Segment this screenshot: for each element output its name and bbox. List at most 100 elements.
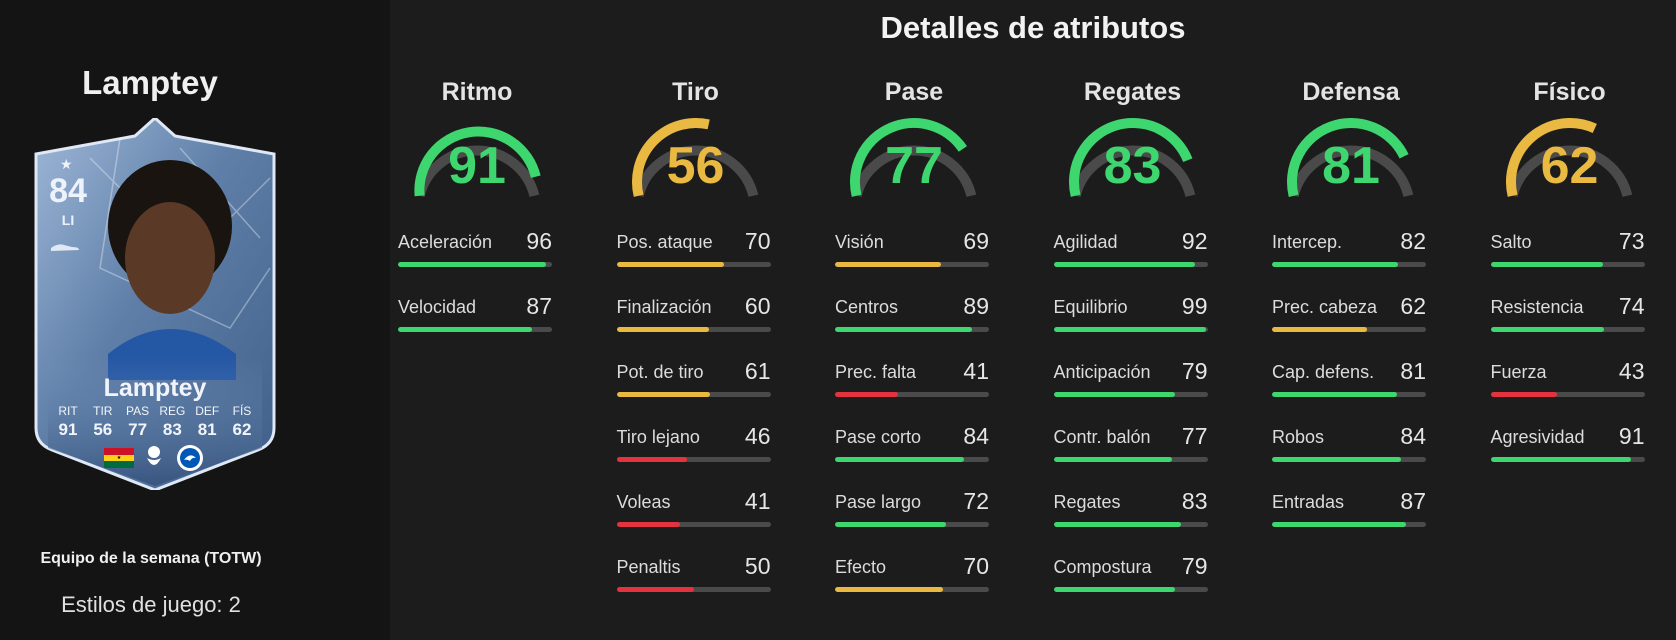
gauge-track — [633, 145, 758, 198]
attribute-bar-fill — [835, 392, 899, 397]
attribute-value: 99 — [1181, 293, 1208, 319]
attribute-bar-fill — [1272, 262, 1399, 267]
card-stat-fis: FÍS 62 — [232, 404, 252, 439]
attribute-bar-track — [1272, 262, 1426, 267]
attribute-name: Pot. de tiro — [616, 362, 704, 382]
category-name: Físico — [1533, 78, 1606, 106]
gauge-arc — [850, 118, 977, 198]
attribute-details-title: Detalles de atributos — [880, 10, 1186, 45]
attribute-bar-fill — [616, 392, 711, 397]
attribute-robos: Robos 84 — [1272, 423, 1426, 473]
attribute-bar-fill — [1053, 522, 1182, 527]
attribute-bar-track — [1490, 262, 1645, 267]
gauge-track — [1507, 145, 1632, 198]
card-stats: RIT 91 TIR 56 PAS 77 REG 83 DEF 81 FÍS 62 — [52, 404, 258, 440]
attribute-bar-fill — [1053, 457, 1173, 462]
attribute-value: 74 — [1618, 293, 1645, 319]
attribute-value: 81 — [1400, 358, 1426, 384]
attribute-name: Equilibrio — [1053, 297, 1128, 317]
attribute-salto: Salto 73 — [1490, 228, 1645, 278]
attribute-bar-track — [1490, 327, 1645, 332]
attribute-name: Penaltis — [616, 557, 681, 577]
attribute-finalizacion: Finalización 60 — [616, 293, 771, 343]
attribute-pase-corto: Pase corto 84 — [835, 423, 989, 473]
attribute-agresividad: Agresividad 91 — [1490, 423, 1645, 473]
attribute-bar-fill — [1490, 327, 1605, 332]
attribute-value: 87 — [1400, 488, 1426, 514]
attribute-name: Salto — [1490, 232, 1532, 252]
category-value: 81 — [1322, 137, 1380, 195]
attribute-bar-track — [1053, 327, 1208, 332]
attribute-bar-fill — [1490, 457, 1631, 462]
category-tiro: Tiro 56 — [617, 78, 775, 202]
category-value: 77 — [885, 137, 943, 195]
attribute-bar-fill — [616, 457, 688, 462]
gauge-fill — [1068, 118, 1192, 197]
gauge-fill — [631, 118, 710, 197]
card-rating: 84 — [49, 172, 87, 210]
club-crest-icon — [177, 445, 203, 471]
category-name: Ritmo — [441, 78, 513, 106]
attribute-value: 79 — [1181, 553, 1208, 579]
attribute-bar-track — [616, 392, 771, 397]
card-background — [34, 118, 276, 490]
gauge-fill — [1505, 118, 1597, 197]
gauge-track — [414, 145, 540, 198]
attribute-aceleracion: Aceleración 96 — [398, 228, 552, 278]
attribute-agilidad: Agilidad 92 — [1053, 228, 1208, 278]
attribute-prec-falta: Prec. falta 41 — [835, 358, 989, 408]
attribute-compostura: Compostura 79 — [1053, 553, 1208, 603]
card-player-name: Lamptey — [103, 374, 207, 402]
attribute-bar-fill — [1272, 392, 1397, 397]
attribute-name: Fuerza — [1490, 362, 1547, 382]
attribute-velocidad: Velocidad 87 — [398, 293, 552, 343]
attribute-name: Prec. falta — [835, 362, 917, 382]
category-name: Defensa — [1302, 78, 1400, 106]
attribute-name: Pos. ataque — [616, 232, 713, 252]
attribute-contr-balon: Contr. balón 77 — [1053, 423, 1208, 473]
attribute-bar-fill — [616, 587, 694, 592]
attribute-bar-track — [1053, 262, 1208, 267]
attribute-name: Voleas — [616, 492, 671, 512]
attribute-voleas: Voleas 41 — [616, 488, 771, 538]
attribute-centros: Centros 89 — [835, 293, 989, 343]
attribute-efecto: Efecto 70 — [835, 553, 989, 603]
attribute-bar-track — [835, 262, 989, 267]
attribute-bar-track — [1053, 522, 1208, 527]
attribute-value: 69 — [963, 228, 989, 254]
attribute-bar-track — [398, 327, 552, 332]
card-stat-rit: RIT 91 — [58, 404, 78, 439]
attribute-name: Centros — [835, 297, 899, 317]
attribute-value: 96 — [526, 228, 552, 254]
attribute-name: Intercep. — [1272, 232, 1343, 252]
player-card[interactable]: ★ 84 LI Lamptey RIT 91 TIR 56 PAS 77 REG 83 … — [30, 118, 280, 490]
attribute-pos-ataque: Pos. ataque 70 — [616, 228, 771, 278]
category-name: Regates — [1083, 78, 1182, 106]
player-sidebar: Lamptey ★ 84 LI — [0, 0, 390, 640]
attribute-bar-fill — [1490, 262, 1603, 267]
ghana-flag-icon — [104, 448, 134, 468]
attribute-bar-track — [1490, 392, 1645, 397]
attribute-value: 70 — [744, 228, 771, 254]
category-name: Pase — [884, 78, 944, 106]
attribute-name: Regates — [1053, 492, 1121, 512]
gauge-arc — [1287, 118, 1414, 198]
attribute-bar-fill — [1490, 392, 1557, 397]
attribute-value: 92 — [1181, 228, 1208, 254]
boot-icon — [51, 244, 79, 251]
attribute-bar-track — [1272, 457, 1426, 462]
attribute-value: 46 — [744, 423, 771, 449]
attribute-value: 83 — [1181, 488, 1208, 514]
attribute-bar-track — [1053, 392, 1208, 397]
attribute-pot-de-tiro: Pot. de tiro 61 — [616, 358, 771, 408]
category-name: Tiro — [672, 78, 719, 106]
attribute-bar-track — [1490, 457, 1645, 462]
player-name-title: Lamptey — [82, 64, 218, 101]
attribute-prec-cabeza: Prec. cabeza 62 — [1272, 293, 1426, 343]
attribute-bar-track — [1272, 327, 1426, 332]
attribute-bar-track — [1272, 522, 1426, 527]
attribute-value: 62 — [1400, 293, 1426, 319]
category-value: 62 — [1540, 137, 1599, 195]
premier-league-icon — [147, 446, 161, 465]
attribute-bar-track — [616, 522, 771, 527]
